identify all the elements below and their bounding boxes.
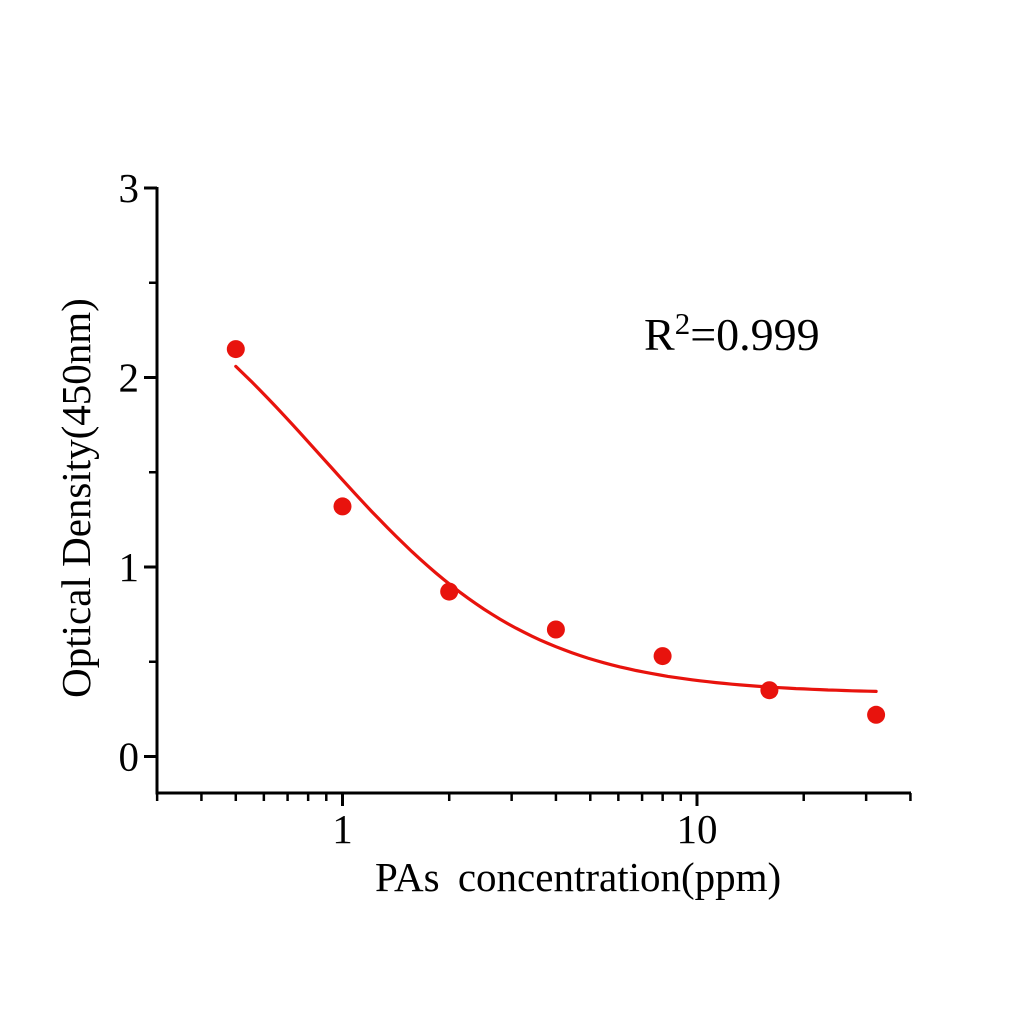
x-axis-title: PAs concentration(ppm) <box>375 854 782 900</box>
fit-curve <box>234 364 878 693</box>
r-squared-superscript: 2 <box>674 306 691 341</box>
data-point <box>867 705 886 724</box>
y-axis-ticks <box>144 186 157 758</box>
y-tick-label: 0 <box>119 734 140 780</box>
data-point <box>760 681 779 700</box>
x-axis-tick-labels: 1 10 <box>332 806 717 852</box>
r-squared-value: =0.999 <box>690 309 820 360</box>
data-point <box>440 582 459 601</box>
data-point <box>333 497 352 516</box>
data-points <box>226 340 886 724</box>
x-axis-ticks <box>155 793 912 806</box>
y-tick-label: 2 <box>119 355 140 401</box>
y-tick-label: 1 <box>119 544 140 590</box>
y-tick-label: 3 <box>119 165 140 211</box>
axes <box>155 187 911 795</box>
data-point <box>226 340 245 359</box>
data-point <box>653 647 672 666</box>
axis-spine <box>155 187 911 795</box>
data-point <box>546 620 565 639</box>
x-tick-label: 10 <box>677 806 718 852</box>
x-tick-label: 1 <box>332 806 353 852</box>
y-axis-title: Optical Density(450nm) <box>53 298 99 698</box>
r-squared-base: R <box>644 309 675 360</box>
r-squared-annotation: R2=0.999 <box>644 308 820 361</box>
y-axis-tick-labels: 0 1 2 3 <box>119 165 140 780</box>
